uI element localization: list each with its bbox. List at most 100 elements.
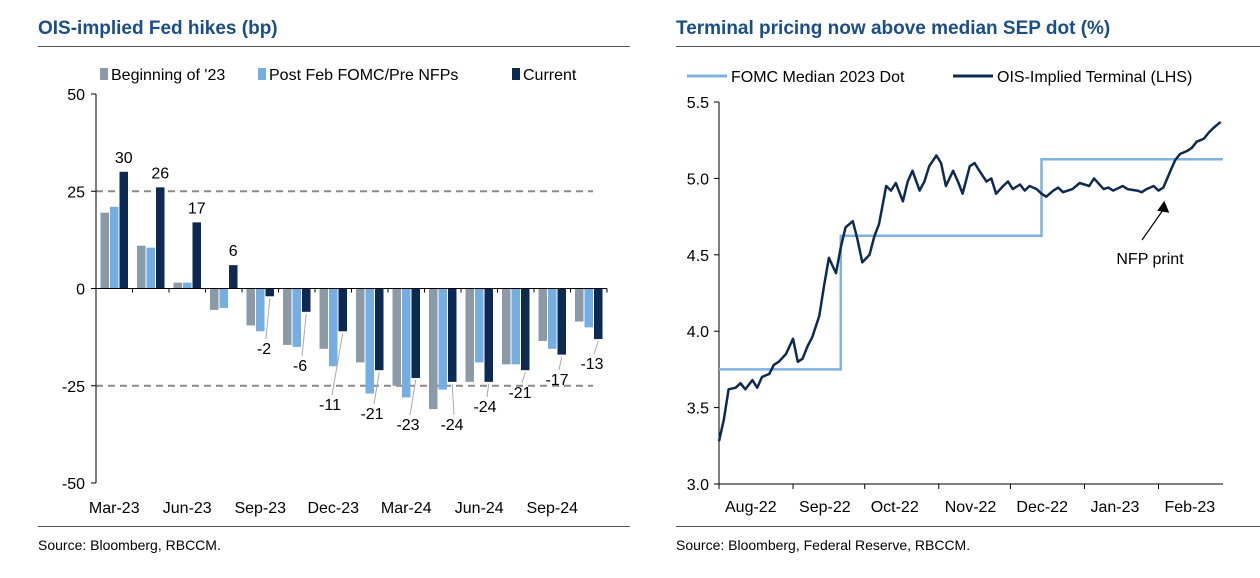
x-tick-label: Jun-24	[455, 500, 504, 517]
y-tick-label: 0	[76, 282, 85, 299]
series-line-ois-terminal	[717, 120, 1222, 442]
right-title-rule	[676, 46, 1260, 47]
bar-beginning-13	[538, 288, 547, 342]
bar-beginning-2	[137, 245, 146, 289]
x-tick-label: Jan-23	[1090, 499, 1139, 516]
data-label-current: -11	[319, 397, 341, 414]
legend-label: Current	[523, 67, 577, 84]
bar-beginning-9	[392, 288, 401, 386]
data-label-current: -24	[473, 399, 496, 416]
y-tick-label: 50	[67, 87, 85, 104]
bar-post-feb-8	[365, 288, 374, 394]
y-tick-label: 4.0	[687, 324, 709, 341]
bar-post-feb-4	[219, 288, 228, 308]
legend-label: Post Feb FOMC/Pre NFPs	[269, 67, 458, 84]
bar-current-8	[375, 288, 384, 371]
bar-post-feb-13	[548, 288, 557, 349]
bar-post-feb-3	[183, 282, 192, 289]
x-tick-label: Aug-22	[725, 499, 777, 516]
right-panel: Terminal pricing now above median SEP do…	[630, 0, 1260, 578]
right-line-chart: 3.0 3.5 4.0 4.5 5.0 5.5 Aug-22 Sep-22 Oct-22 Nov-…	[687, 69, 1223, 516]
data-label-current: -6	[293, 358, 307, 375]
annotation-arrowhead	[1157, 200, 1170, 213]
data-label-current: -21	[508, 385, 531, 402]
bar-beginning-4	[210, 288, 219, 310]
data-label-current: -23	[396, 417, 419, 434]
x-tick-label: Nov-22	[945, 499, 997, 516]
data-label-current: -2	[257, 341, 271, 358]
bar-current-3	[192, 222, 201, 289]
series-line-fomc-dot	[719, 158, 1223, 371]
data-label-current: 6	[229, 243, 238, 260]
bar-beginning-11	[465, 288, 474, 382]
bar-beginning-7	[319, 288, 328, 349]
data-label-leader	[301, 313, 307, 357]
x-tick-label: Mar-23	[89, 500, 140, 517]
bar-beginning-6	[283, 288, 292, 345]
bar-current-9	[411, 288, 420, 378]
x-tick-label: Sep-22	[799, 499, 851, 516]
x-tick-label: Mar-24	[381, 500, 432, 517]
bar-post-feb-10	[438, 288, 447, 390]
y-tick-label: 5.5	[687, 95, 709, 112]
bar-beginning-12	[502, 288, 511, 365]
bar-current-13	[557, 288, 566, 355]
y-tick-label: 3.0	[687, 477, 709, 494]
legend-label: FOMC Median 2023 Dot	[731, 69, 905, 86]
x-tick-label: Sep-24	[526, 500, 578, 517]
data-label-current: 30	[115, 150, 133, 167]
bar-post-feb-2	[146, 247, 155, 289]
bar-beginning-3	[173, 282, 182, 289]
x-tick-label: Oct-22	[871, 499, 919, 516]
data-label-current: -24	[440, 417, 463, 434]
data-label-leader	[373, 372, 380, 405]
bar-current-10	[448, 288, 457, 382]
annotation-arrow-line	[1141, 206, 1166, 241]
y-tick-label: -50	[62, 476, 85, 493]
data-label-leader	[521, 372, 526, 384]
bar-post-feb-9	[402, 288, 411, 398]
left-source-rule	[38, 526, 630, 527]
right-chart-title: Terminal pricing now above median SEP do…	[676, 18, 1111, 39]
y-tick-label: 25	[67, 184, 85, 201]
y-tick-label: 3.5	[687, 401, 709, 418]
x-tick-label: Dec-22	[1016, 499, 1068, 516]
data-label-leader	[265, 298, 271, 340]
bar-post-feb-6	[292, 288, 301, 347]
data-label-leader	[558, 356, 563, 371]
bar-current-14	[594, 288, 603, 340]
legend-label: Beginning of '23	[111, 67, 225, 84]
data-label-current: -13	[580, 356, 603, 373]
data-label-current: -17	[545, 372, 568, 389]
annotation-nfp-print: NFP print	[1116, 251, 1184, 268]
y-tick-label: 5.0	[687, 171, 709, 188]
bar-current-12	[521, 288, 530, 371]
bar-post-feb-5	[256, 288, 265, 332]
data-label-current: -21	[360, 406, 383, 423]
bar-current-7	[338, 288, 347, 332]
left-source: Source: Bloomberg, RBCCM.	[38, 537, 221, 553]
right-source: Source: Bloomberg, Federal Reserve, RBCC…	[676, 537, 971, 553]
data-label-current: 26	[151, 165, 169, 182]
y-tick-label: 4.5	[687, 248, 709, 265]
data-label-leader	[593, 340, 599, 355]
legend-swatch-beginning	[100, 68, 108, 80]
bar-post-feb-7	[329, 288, 338, 367]
bar-post-feb-14	[584, 288, 593, 328]
data-label-leader	[486, 383, 490, 398]
x-tick-label: Sep-23	[234, 500, 286, 517]
bar-beginning-10	[429, 288, 438, 410]
bar-post-feb-1	[110, 206, 119, 289]
legend-label: OIS-Implied Terminal (LHS)	[997, 69, 1192, 86]
bar-current-1	[119, 171, 128, 289]
bar-current-4	[229, 265, 238, 289]
left-panel: OIS-implied Fed hikes (bp) 50 25 0 -25 -50 Ma…	[38, 18, 630, 553]
x-tick-label: Jun-23	[163, 500, 212, 517]
x-tick-label: Dec-23	[307, 500, 359, 517]
left-title-rule	[38, 46, 630, 47]
data-label-leader	[409, 379, 417, 416]
left-chart-title: OIS-implied Fed hikes (bp)	[38, 18, 278, 39]
bar-current-6	[302, 288, 311, 312]
data-label-leader	[331, 333, 344, 396]
